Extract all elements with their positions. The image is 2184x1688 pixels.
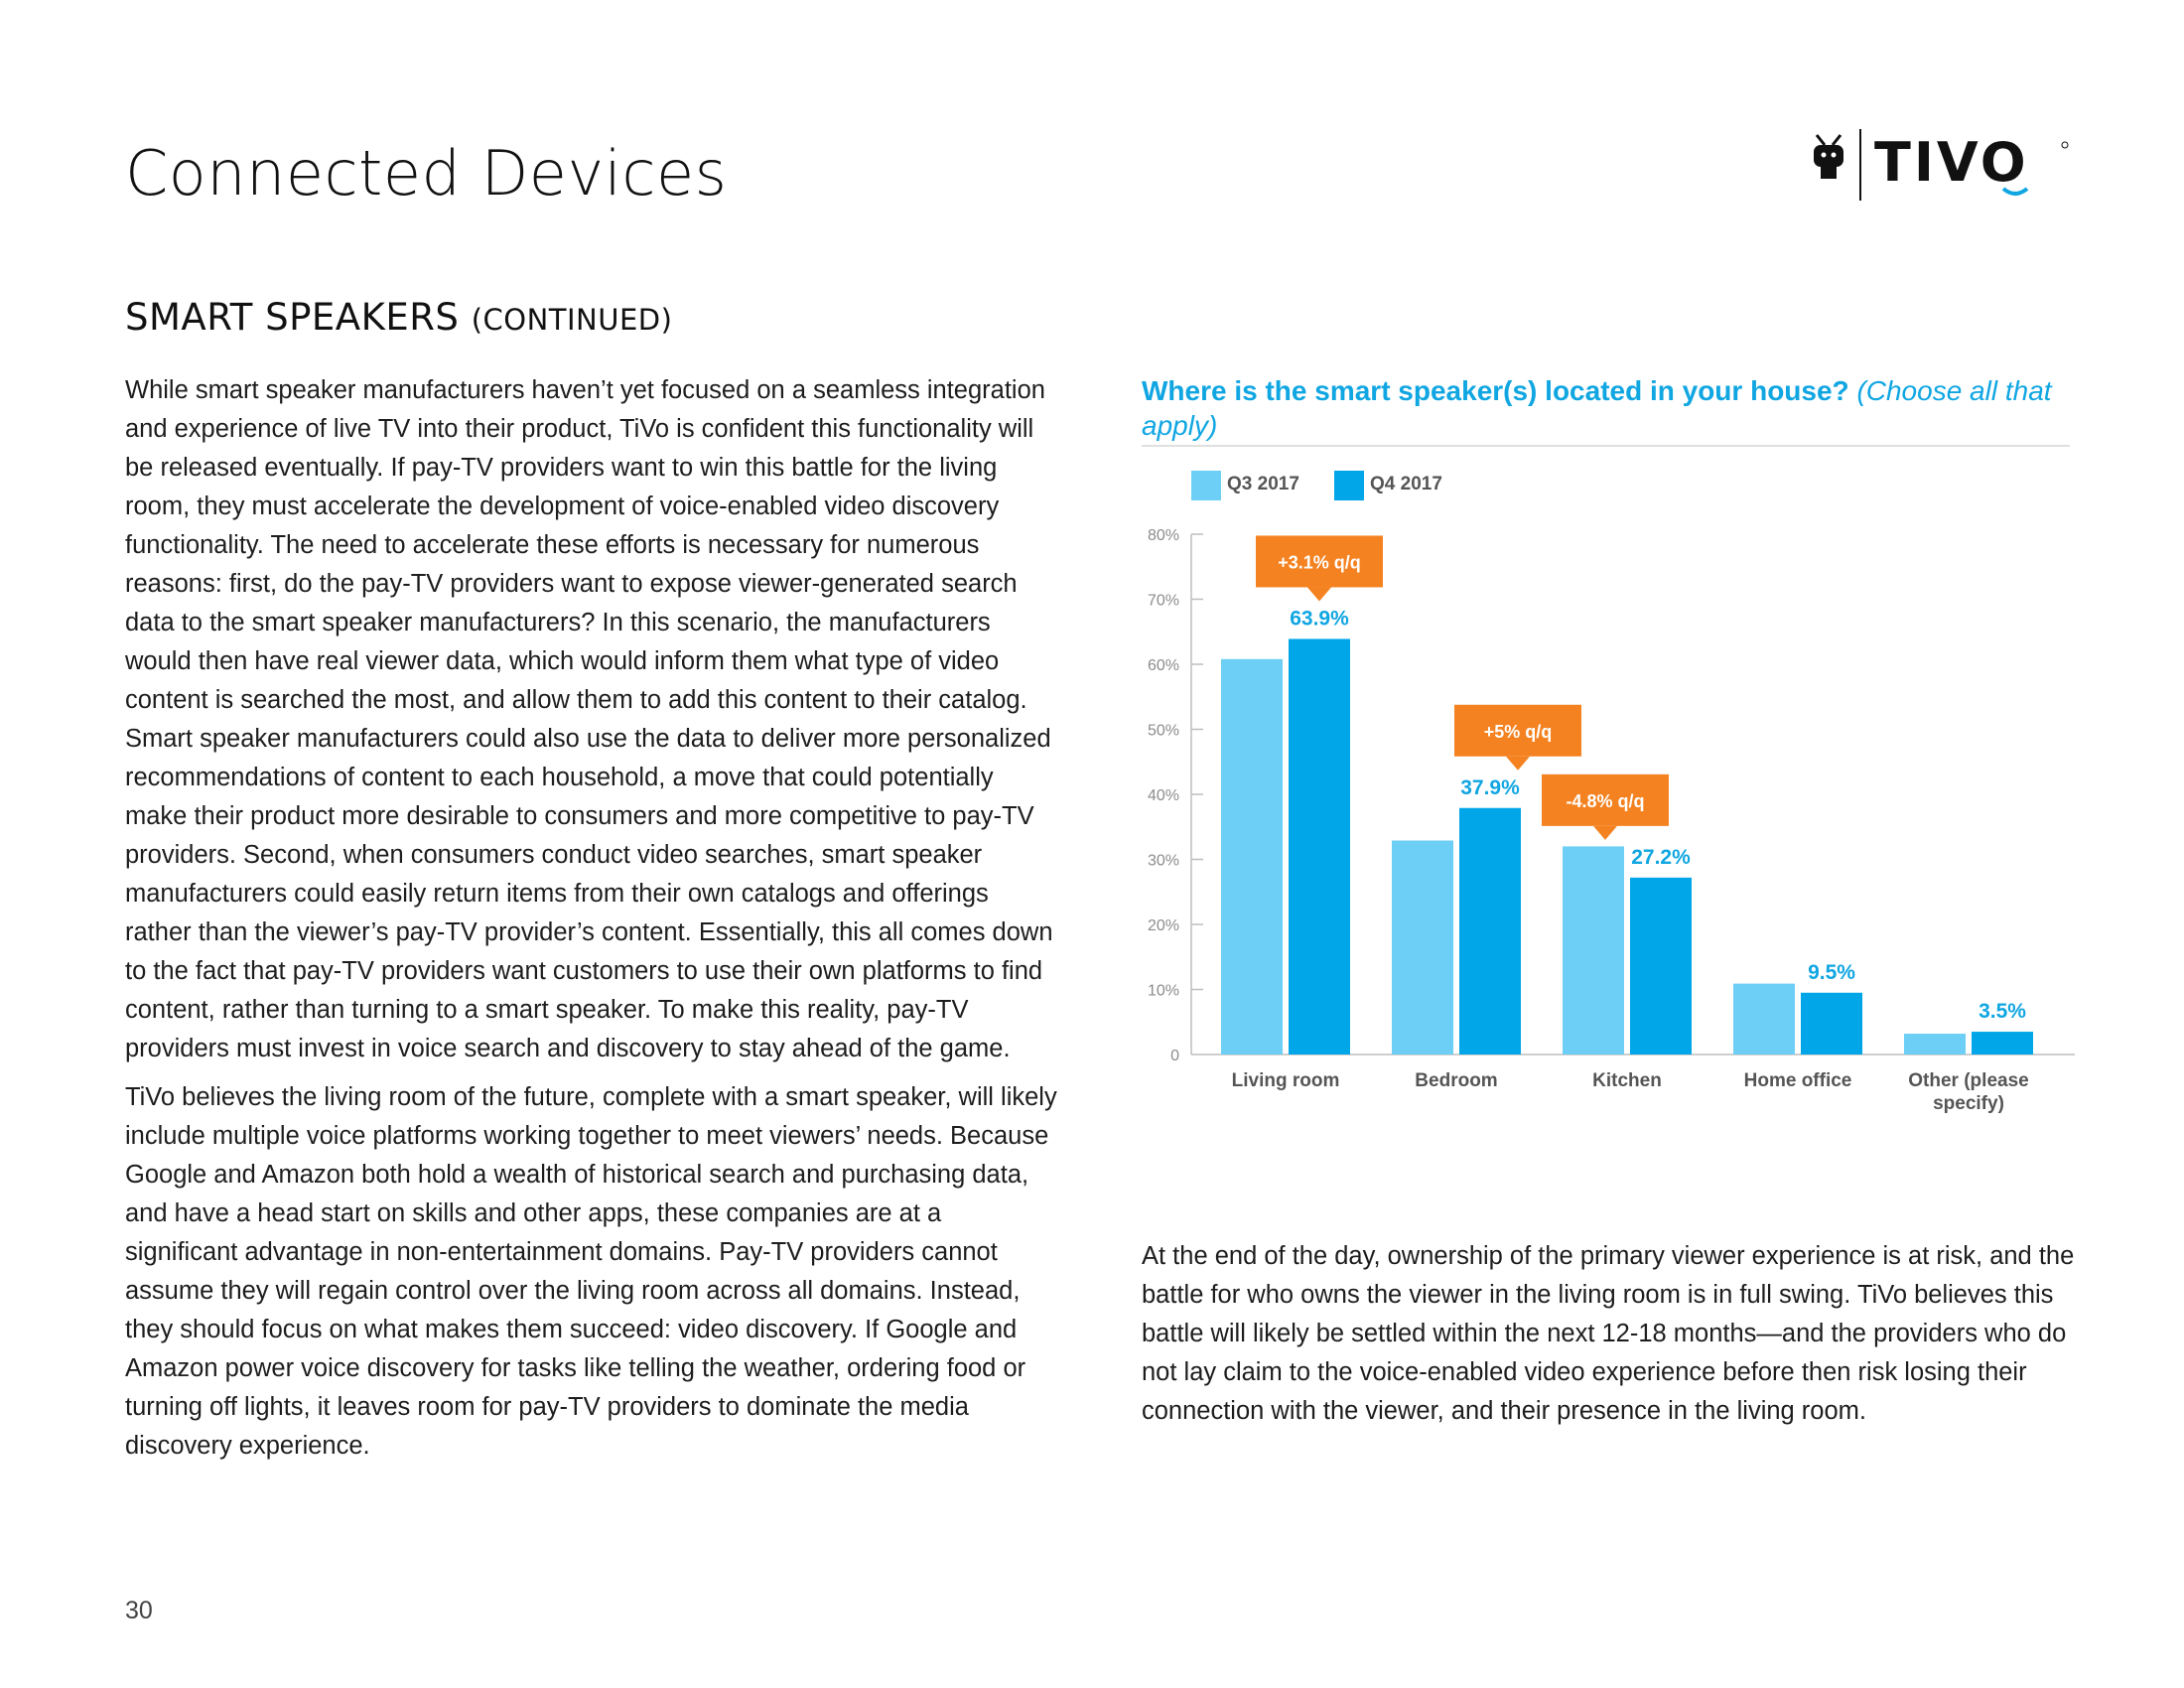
data-label: 27.2% xyxy=(1631,846,1691,869)
x-category-label: Kitchen xyxy=(1592,1070,1662,1091)
chart-title-question: Where is the smart speaker(s) located in… xyxy=(1142,375,1849,406)
bar-q3 xyxy=(1392,840,1453,1055)
callout-label: +5% q/q xyxy=(1484,722,1553,742)
y-tick-label: 10% xyxy=(1148,983,1179,1000)
bar-q4 xyxy=(1459,807,1521,1055)
bar-q4 xyxy=(1289,638,1350,1055)
bar-q3 xyxy=(1563,846,1624,1055)
legend-label-q3-2017: Q3 2017 xyxy=(1227,474,1299,494)
bar-q4 xyxy=(1972,1032,2033,1055)
data-label: 3.5% xyxy=(1979,1000,2026,1023)
x-category-label: Bedroom xyxy=(1415,1070,1497,1091)
chart-title-rule xyxy=(1142,445,2070,447)
tivo-wordmark: TIVO xyxy=(1874,131,2029,194)
page-number: 30 xyxy=(125,1597,153,1624)
callout-box xyxy=(1454,704,1581,757)
tivo-logo: TIVO xyxy=(1814,129,2069,201)
bar-q3 xyxy=(1904,1034,1966,1055)
y-tick-label: 40% xyxy=(1148,787,1179,804)
bar-q3 xyxy=(1733,983,1795,1055)
section-heading-sub: (CONTINUED) xyxy=(471,303,673,337)
y-tick-label: 70% xyxy=(1148,593,1179,610)
x-category-label: Living room xyxy=(1232,1070,1340,1091)
x-category-label: Home office xyxy=(1744,1070,1852,1091)
legend-swatch-q3-2017 xyxy=(1191,471,1221,500)
section-heading: SMART SPEAKERS (CONTINUED) xyxy=(125,296,672,339)
legend-label-q4-2017: Q4 2017 xyxy=(1370,474,1442,494)
bar-q4 xyxy=(1801,992,1862,1055)
y-tick-label: 30% xyxy=(1148,853,1179,870)
y-tick-label: 60% xyxy=(1148,657,1179,674)
bar-q3 xyxy=(1221,658,1283,1055)
body-paragraph: TiVo believes the living room of the fut… xyxy=(125,1083,1057,1460)
x-category-label: specify) xyxy=(1933,1093,2004,1114)
callout-label: -4.8% q/q xyxy=(1566,791,1644,811)
y-tick-label: 0 xyxy=(1170,1048,1179,1064)
body-paragraph: While smart speaker manufacturers haven’… xyxy=(125,376,1053,1062)
tivo-guy-icon xyxy=(1814,134,1843,179)
body-left-column: While smart speaker manufacturers haven’… xyxy=(125,371,1058,1476)
chart-title-note: (Choose all that apply) xyxy=(1142,375,2052,441)
legend-swatch-q4-2017 xyxy=(1334,471,1364,500)
callout-box xyxy=(1256,535,1383,588)
y-tick-label: 50% xyxy=(1148,723,1179,740)
data-label: 63.9% xyxy=(1290,607,1349,630)
callout-pointer xyxy=(1307,587,1331,602)
y-tick-label: 80% xyxy=(1148,527,1179,544)
x-category-label: Other (please xyxy=(1908,1070,2028,1091)
data-label: 9.5% xyxy=(1808,961,1855,984)
section-heading-main: SMART SPEAKERS xyxy=(125,296,460,339)
page-title: Connected Devices xyxy=(125,137,728,210)
data-label: 37.9% xyxy=(1460,776,1520,799)
callout-pointer xyxy=(1506,756,1530,771)
body-right-paragraph: At the end of the day, ownership of the … xyxy=(1142,1242,2075,1425)
y-tick-label: 20% xyxy=(1148,917,1179,934)
chart-title: Where is the smart speaker(s) located in… xyxy=(1142,373,2065,443)
callout-box xyxy=(1542,774,1669,826)
bar-q4 xyxy=(1630,877,1692,1055)
callout-label: +3.1% q/q xyxy=(1278,552,1361,572)
callout-pointer xyxy=(1593,825,1617,840)
bar-chart: 0 10% 20% 30% 40% 50% 60% 70% 80% 63.9% Living roo… xyxy=(1148,527,2075,1114)
